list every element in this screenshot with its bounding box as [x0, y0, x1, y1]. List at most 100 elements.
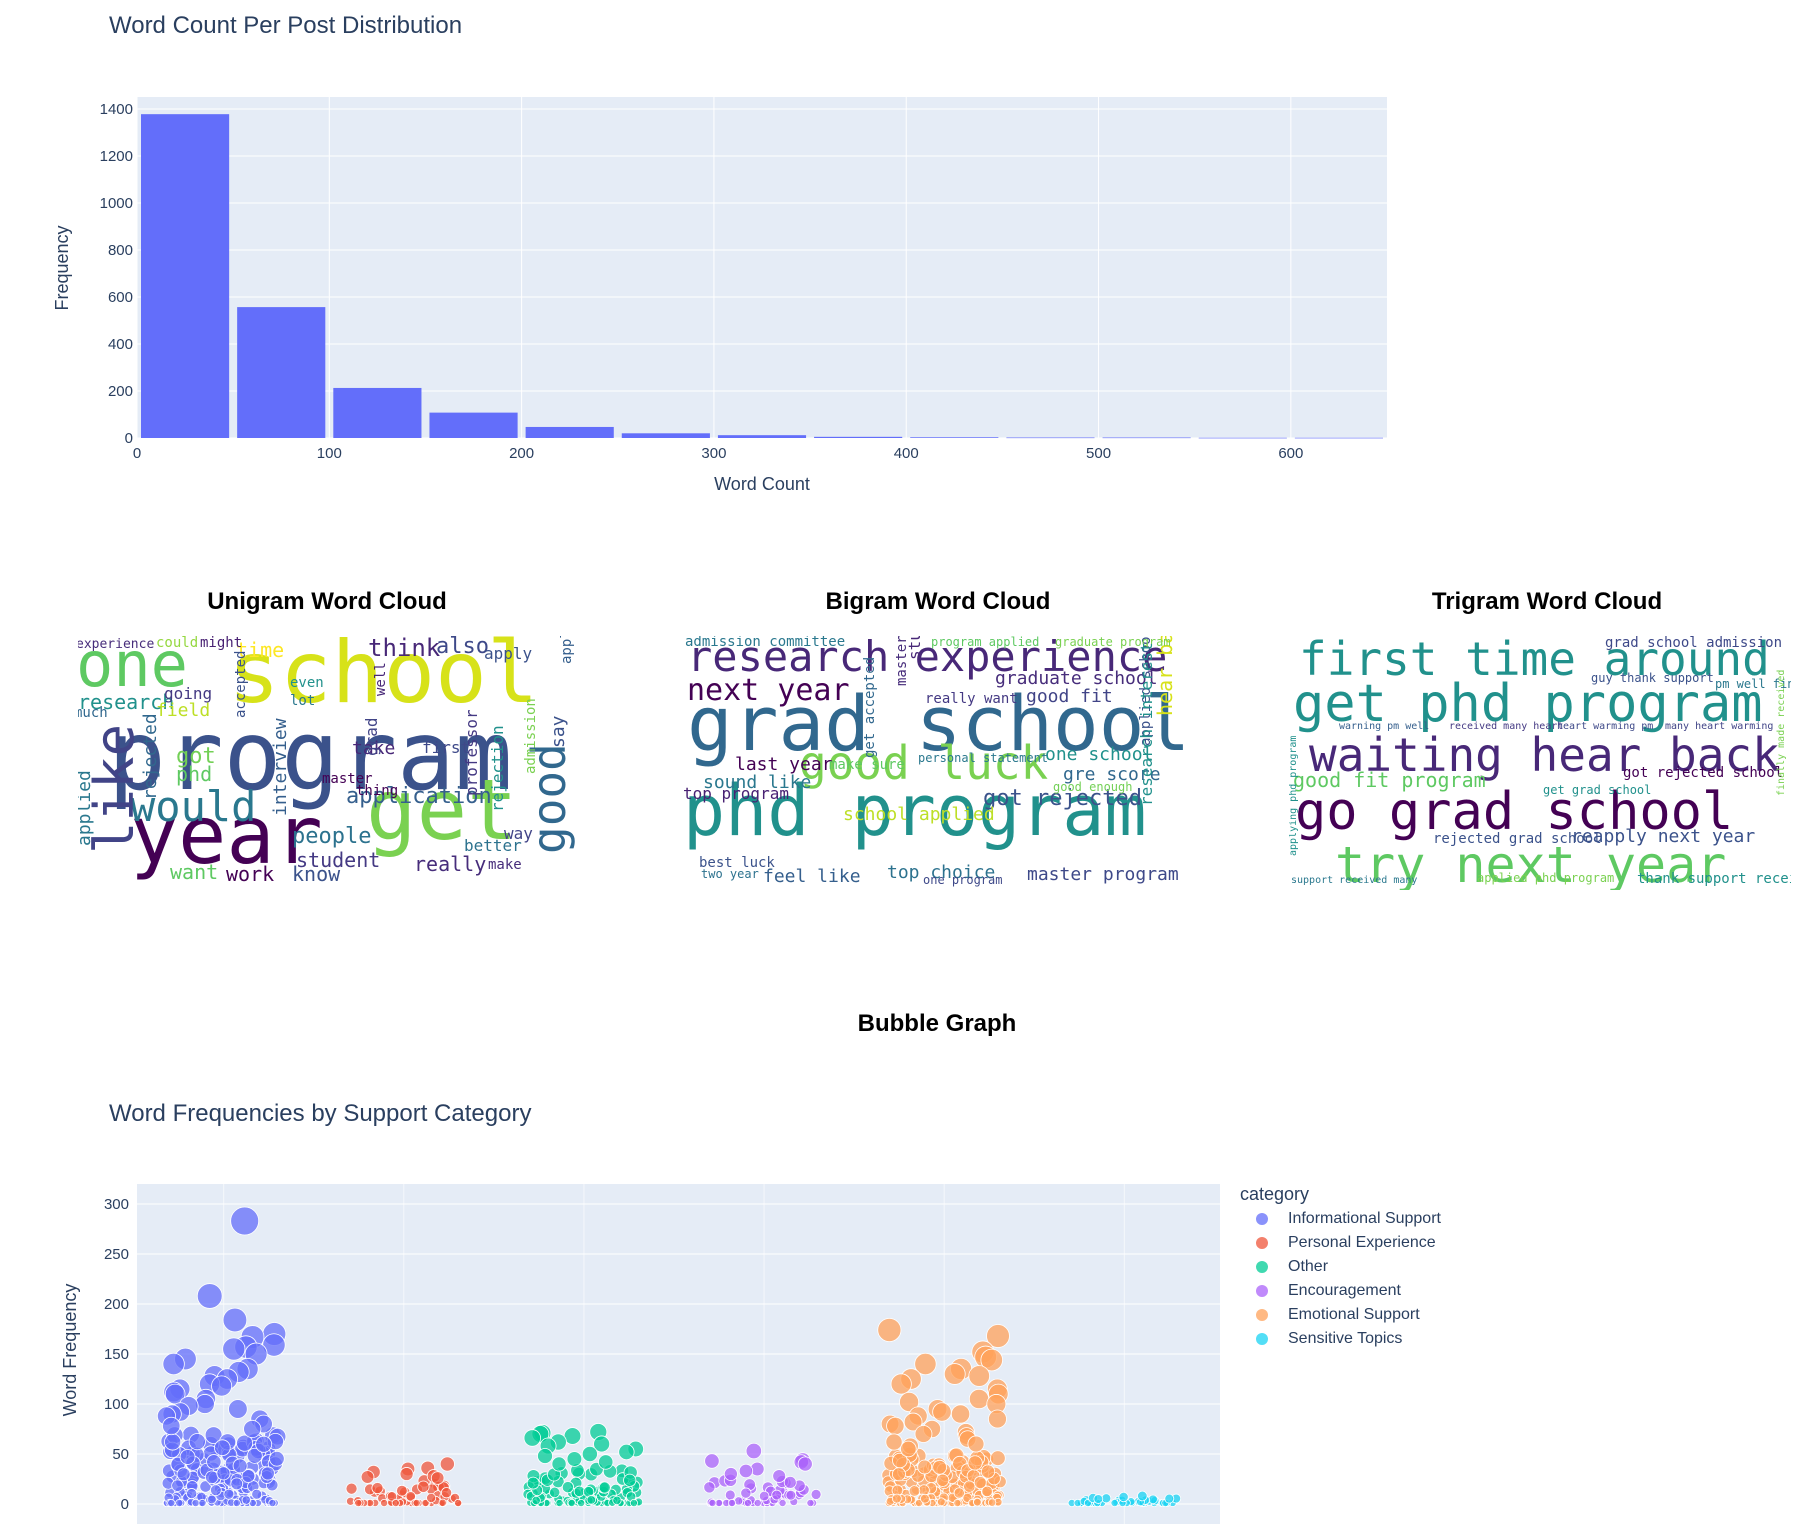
cloud-word: could [156, 636, 199, 651]
cloud-word: phd program [683, 770, 1147, 852]
histogram-bar [1102, 437, 1191, 439]
cloud-word: admission committee [685, 636, 846, 650]
cloud-word: one [78, 636, 188, 701]
bubble-point [629, 1498, 638, 1508]
bubble-point [222, 1337, 246, 1361]
bubble-point [806, 1498, 815, 1508]
bubble-point [963, 1480, 976, 1493]
bubble-y-tick-label: 200 [104, 1296, 129, 1313]
histogram-x-axis-label: Word Count [714, 474, 810, 494]
histogram-bar [910, 437, 999, 438]
bubble-point [255, 1435, 273, 1453]
bubble-point [555, 1498, 564, 1508]
bubble-point [703, 1481, 716, 1494]
bubble-point [727, 1498, 736, 1508]
bubble-point [430, 1471, 445, 1485]
bubble-point [598, 1454, 614, 1470]
cloud-word: get phd program [1293, 674, 1763, 734]
unigram-cloud-title: Unigram Word Cloud [207, 588, 447, 615]
cloud-word: applying [559, 636, 575, 664]
cloud-word: accepted [233, 650, 249, 718]
bubble-point [724, 1489, 736, 1501]
cloud-word: interview [270, 718, 291, 816]
cloud-word: first [422, 738, 471, 757]
bubble-point [440, 1487, 453, 1499]
legend-item[interactable]: Other [1256, 1258, 1328, 1276]
cloud-word: year [130, 789, 323, 882]
cloud-word: application [346, 784, 492, 809]
bubble-point [438, 1498, 447, 1507]
bubble-point [917, 1459, 933, 1475]
bubble-point [371, 1482, 384, 1495]
bubble-y-tick-label: 300 [104, 1196, 129, 1213]
cloud-word: well [373, 662, 389, 696]
bubble-point [171, 1479, 184, 1492]
cloud-word: graduate school [995, 668, 1158, 689]
cloud-word: people [292, 824, 372, 849]
histogram-x-tick-label: 600 [1278, 445, 1303, 462]
bubble-point [1118, 1491, 1129, 1503]
legend-item[interactable]: Personal Experience [1256, 1234, 1436, 1252]
bubble-point [885, 1433, 903, 1451]
cloud-word: good fit program [1293, 768, 1486, 792]
bubble-point [241, 1469, 256, 1483]
bubble-y-ticks: 0 50 100 150 200 250 300 [104, 1196, 129, 1513]
cloud-word: first time around [1299, 636, 1770, 686]
bubble-point [623, 1473, 637, 1487]
bubble-point [523, 1429, 542, 1447]
bubble-point [230, 1477, 244, 1491]
histogram-chart: 0 100 200 300 400 500 600 0 200 400 600 800 1000 120… [52, 97, 1387, 494]
histogram-bar [1294, 437, 1383, 439]
cloud-word: research [78, 690, 175, 714]
bubble-point [723, 1467, 738, 1481]
cloud-word: really [414, 852, 487, 876]
legend-item[interactable]: Informational Support [1256, 1210, 1441, 1228]
cloud-word: one school [1045, 744, 1154, 765]
cloud-word: applied phd program [1477, 871, 1615, 885]
bubble-point [890, 1373, 912, 1395]
legend-label: Other [1288, 1258, 1329, 1275]
cloud-word: make [488, 857, 522, 873]
bubble-point [886, 1416, 905, 1436]
legend-item[interactable]: Sensitive Topics [1256, 1330, 1402, 1348]
cloud-word: support received many [1291, 875, 1418, 886]
cloud-word: received many heart [1449, 721, 1564, 732]
cloud-word: might [200, 636, 243, 651]
bubble-point [354, 1498, 363, 1508]
bubble-point [206, 1454, 222, 1470]
bubble-point [439, 1456, 455, 1472]
cloud-word: thing [356, 783, 399, 799]
bubble-y-tick-label: 150 [104, 1346, 129, 1363]
cloud-word: good fit [1026, 686, 1113, 707]
cloud-word: warning pm well [1339, 721, 1430, 732]
bubble-point [167, 1498, 176, 1508]
bubble-point [980, 1348, 1003, 1372]
bubble-point [936, 1497, 946, 1507]
bubble-point [188, 1433, 206, 1451]
cloud-word: better [464, 836, 522, 855]
legend-item[interactable]: Encouragement [1256, 1282, 1401, 1300]
bubble-point [877, 1317, 902, 1343]
bubble-point [618, 1443, 635, 1461]
bubble-point [914, 1425, 933, 1443]
cloud-word: good enough [1053, 780, 1133, 794]
bubble-point [577, 1498, 586, 1508]
bubble-point [162, 1352, 185, 1376]
bubble-point [903, 1412, 923, 1432]
bubble-point [797, 1456, 813, 1472]
bubble-point [932, 1459, 948, 1475]
legend-item[interactable]: Emotional Support [1256, 1306, 1420, 1324]
bubble-point [526, 1476, 540, 1490]
cloud-word: applied [78, 770, 95, 846]
legend-label: Encouragement [1288, 1282, 1401, 1299]
histogram-x-tick-label: 100 [317, 445, 342, 462]
bubble-point [216, 1466, 231, 1481]
trigram-cloud-title: Trigram Word Cloud [1431, 588, 1663, 615]
legend-marker-icon [1256, 1333, 1268, 1345]
histogram-y-tick-label: 1000 [100, 195, 133, 212]
bubble-point [900, 1440, 917, 1458]
bubble-point [260, 1466, 275, 1481]
cloud-word: field [156, 700, 211, 721]
bubble-point [581, 1445, 598, 1463]
bubble-point [771, 1489, 783, 1501]
